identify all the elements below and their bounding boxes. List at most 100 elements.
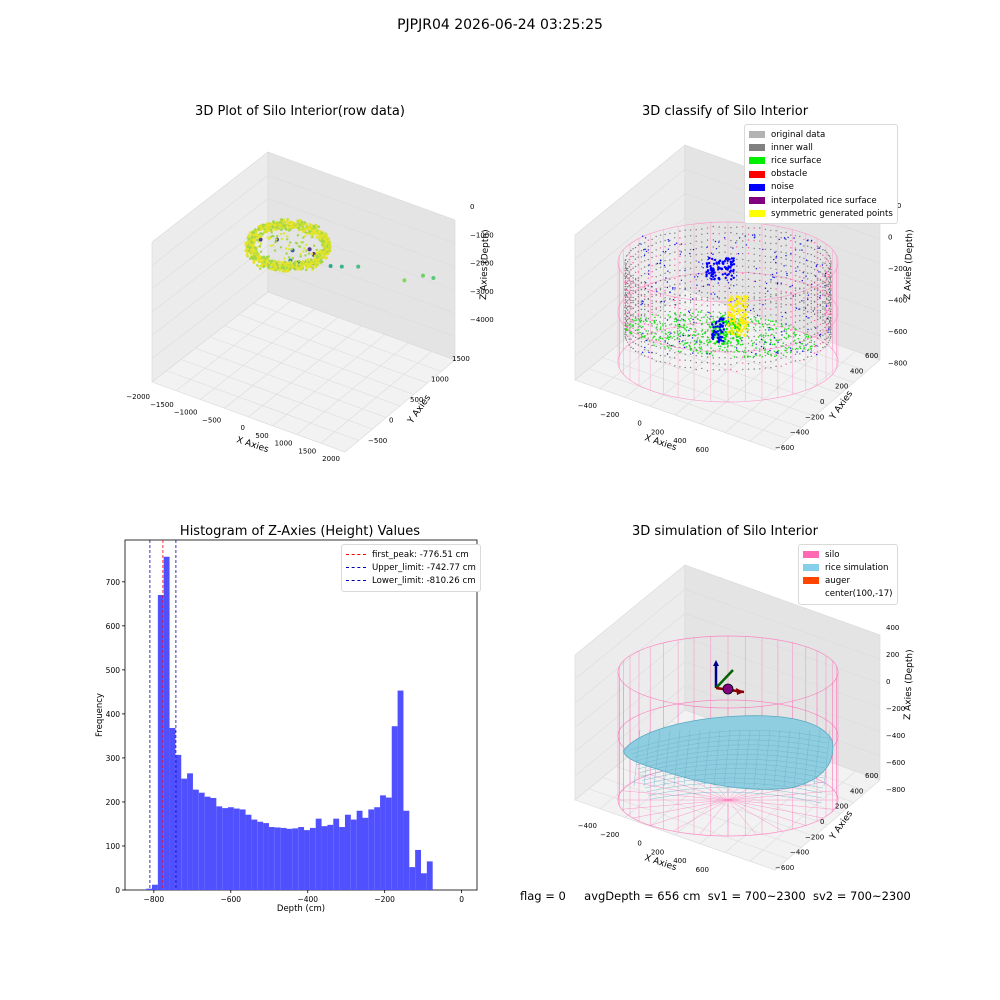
ring-point — [249, 234, 253, 237]
grid-line — [267, 268, 456, 337]
legend-item-silo: silo — [803, 548, 893, 561]
ring-point — [295, 242, 299, 245]
tick-label: −600 — [775, 864, 794, 872]
ring-point — [266, 257, 270, 261]
histogram-title: Histogram of Z-Axies (Height) Values — [179, 524, 421, 539]
ring-point — [324, 239, 328, 242]
ring-point — [293, 263, 296, 267]
ring-point — [318, 256, 322, 259]
ring-point — [302, 263, 306, 267]
outlier-point — [356, 264, 361, 269]
ring-point — [253, 255, 257, 258]
ring-point — [317, 225, 321, 228]
legend-swatch — [803, 551, 819, 559]
pane — [151, 291, 456, 453]
legend-label: silo — [825, 549, 840, 560]
ring-point — [267, 263, 270, 266]
wall-point — [830, 275, 832, 277]
ring-point — [324, 249, 327, 253]
legend-swatch — [803, 591, 819, 598]
plot2-title: 3D classify of Silo Interior — [641, 104, 809, 119]
ring-point — [270, 267, 273, 271]
ring-point — [284, 227, 287, 230]
ring-point — [321, 251, 325, 254]
ring-point — [246, 251, 249, 254]
tick-label: −2000 — [470, 260, 494, 268]
grid-line — [209, 336, 401, 407]
ring-point — [251, 246, 255, 250]
grid-line — [267, 221, 456, 291]
ring-point — [264, 229, 267, 232]
ring-point — [244, 249, 247, 253]
ring-point — [319, 250, 323, 253]
ring-point — [276, 263, 279, 267]
ring-point — [254, 246, 257, 249]
ring-point — [307, 252, 311, 255]
ring-point — [323, 254, 326, 258]
tick-label: −200 — [805, 833, 824, 841]
ring-point — [301, 241, 304, 244]
legend-item-auger: auger — [803, 574, 893, 587]
ring-point — [315, 236, 319, 239]
ring-point — [286, 218, 290, 221]
ring-point — [264, 257, 267, 261]
ring-point — [287, 256, 291, 259]
ring-point — [275, 226, 279, 229]
tick-label: 600 — [696, 866, 709, 874]
tick-label: −1500 — [150, 401, 174, 409]
ring-point — [287, 226, 291, 229]
ring-point — [245, 241, 249, 245]
ring-point — [271, 226, 275, 229]
ring-point — [305, 261, 309, 265]
ring-point — [288, 267, 292, 271]
ring-point — [309, 232, 312, 236]
wall-point — [830, 308, 832, 310]
wall-point — [830, 264, 832, 266]
ring-point — [298, 245, 302, 248]
ring-point — [320, 252, 323, 256]
ring-point — [311, 232, 314, 235]
ring-point — [249, 238, 252, 241]
ring-point — [272, 221, 276, 224]
ring-point — [310, 252, 314, 256]
tick-label: 1500 — [298, 447, 316, 455]
ring-point — [305, 223, 309, 226]
tick-label: 500 — [255, 432, 268, 440]
ring-point — [290, 224, 293, 228]
grid-line — [749, 351, 856, 442]
ring-point — [267, 255, 270, 258]
ring-point — [286, 235, 289, 238]
ring-point — [276, 235, 279, 238]
legend-label: auger — [825, 575, 850, 586]
ring-point — [290, 248, 293, 251]
grid-line — [684, 193, 881, 264]
ring-point — [277, 224, 280, 228]
wall-point — [830, 301, 832, 304]
ring-point — [316, 256, 319, 259]
plot4-title: 3D simulation of Silo Interior — [632, 524, 818, 539]
wall-point — [830, 262, 832, 264]
grid-line — [574, 193, 686, 284]
ring-point — [311, 235, 314, 239]
sv2-value: sv2 = 700~2300 — [812, 889, 911, 903]
ring-point — [271, 259, 274, 263]
ring-point — [297, 267, 301, 270]
wall-point — [830, 281, 832, 284]
ring-point — [249, 252, 252, 255]
ring-point — [295, 262, 299, 265]
grid-line — [699, 333, 808, 424]
ring-point — [251, 244, 254, 247]
plot1-y-ticks: −500 0 500 1000 1500 — [368, 355, 470, 445]
ring-point — [252, 231, 256, 234]
grid-line — [574, 168, 686, 260]
ring-point — [280, 232, 283, 236]
ring-point — [261, 261, 265, 265]
ring-point — [259, 234, 262, 237]
grid-line — [267, 175, 456, 244]
ring-point — [322, 243, 326, 247]
ring-point — [302, 236, 305, 239]
ring-point — [250, 240, 253, 244]
pane — [574, 289, 881, 451]
tick-label: −800 — [886, 786, 905, 794]
ring-point — [254, 228, 257, 231]
